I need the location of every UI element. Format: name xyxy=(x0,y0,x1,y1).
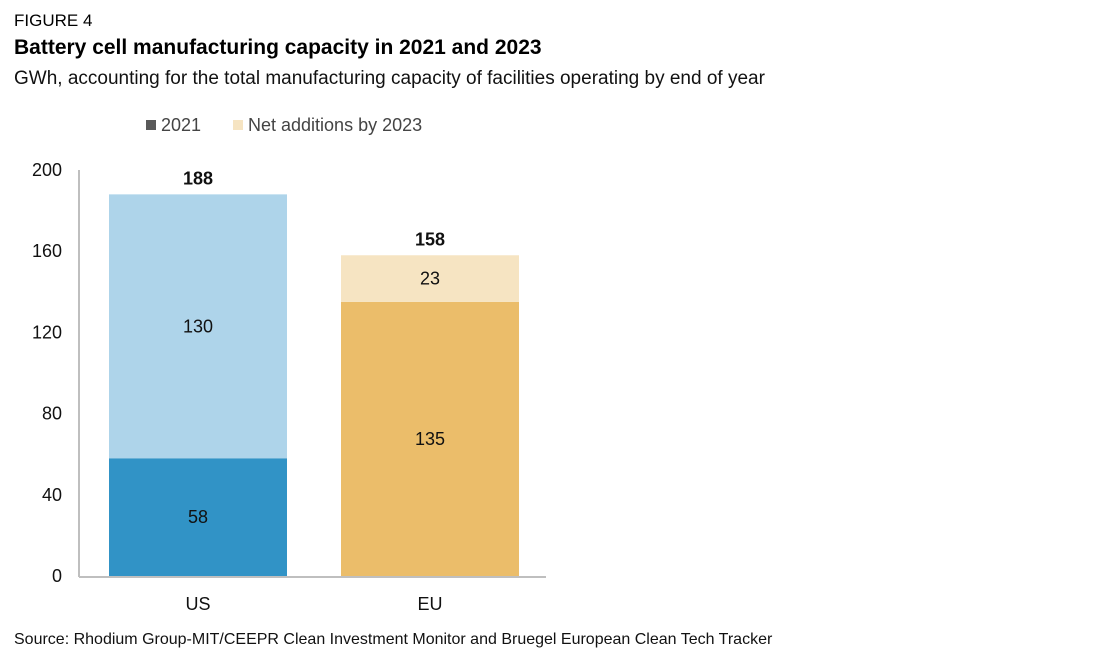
y-tick-label-3: 120 xyxy=(32,322,62,342)
y-tick-label-2: 80 xyxy=(42,404,62,424)
source-note: Source: Rhodium Group-MIT/CEEPR Clean In… xyxy=(14,631,773,648)
legend-label-0: 2021 xyxy=(161,115,201,135)
legend-swatch-1 xyxy=(233,120,243,130)
y-tick-label-5: 200 xyxy=(32,160,62,180)
x-tick-label-eu: EU xyxy=(417,594,442,614)
chart-subtitle: GWh, accounting for the total manufactur… xyxy=(14,68,765,89)
figure-label: FIGURE 4 xyxy=(14,11,93,30)
bar-eu-series-0 xyxy=(341,301,519,576)
data-label-us-series-1: 130 xyxy=(183,316,213,336)
legend-swatch-0 xyxy=(146,120,156,130)
bar-us-series-1 xyxy=(109,194,287,459)
chart-title: Battery cell manufacturing capacity in 2… xyxy=(14,36,542,59)
y-tick-label-0: 0 xyxy=(52,566,62,586)
data-label-eu-series-0: 135 xyxy=(415,429,445,449)
bar-us-series-0 xyxy=(109,458,287,576)
data-label-eu-series-1: 23 xyxy=(420,269,440,289)
total-label-us: 188 xyxy=(183,168,213,188)
y-tick-label-4: 160 xyxy=(32,241,62,261)
x-tick-label-us: US xyxy=(185,594,210,614)
y-tick-label-1: 40 xyxy=(42,485,62,505)
total-label-eu: 158 xyxy=(415,229,445,249)
data-label-us-series-0: 58 xyxy=(188,507,208,527)
bar-eu-series-1 xyxy=(341,255,519,302)
legend-label-1: Net additions by 2023 xyxy=(248,115,422,135)
